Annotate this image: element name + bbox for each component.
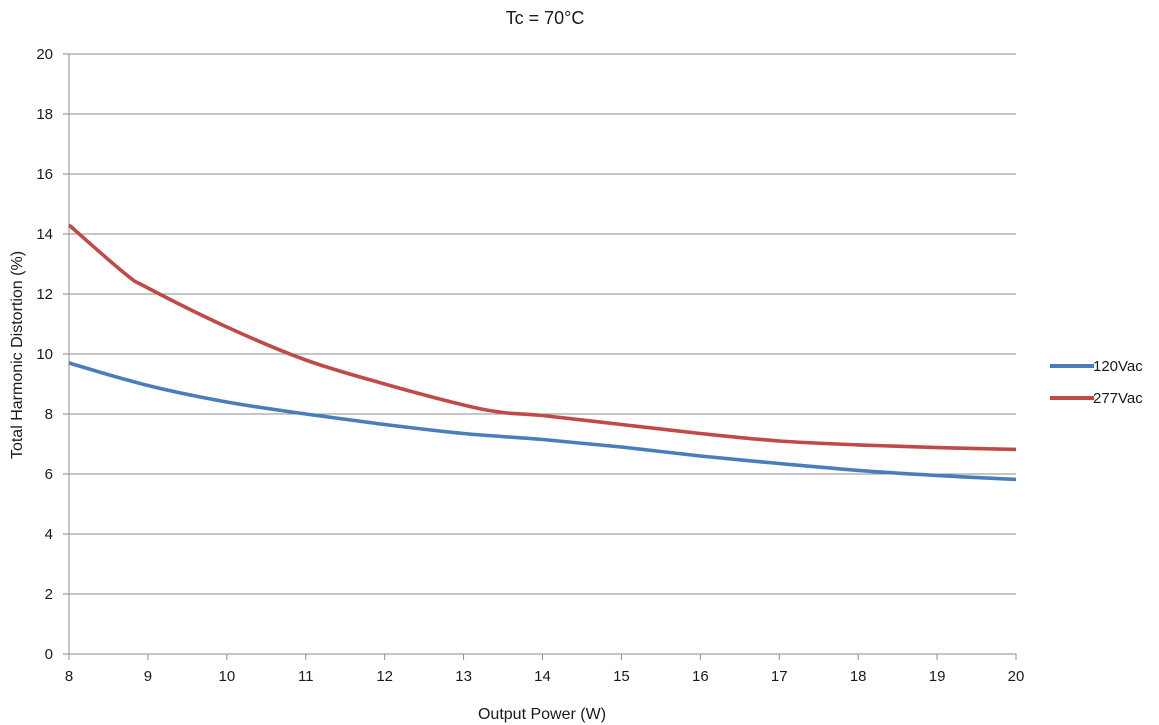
x-tick-label: 9 [144, 668, 152, 685]
y-tick-label: 8 [45, 406, 53, 423]
legend-label-120vac: 120Vac [1093, 358, 1143, 375]
x-tick-label: 17 [771, 668, 788, 685]
series-line-120vac [68, 361, 1017, 482]
y-tick-label: 16 [36, 166, 53, 183]
x-tick-label: 14 [534, 668, 551, 685]
legend-label-277vac: 277Vac [1093, 390, 1143, 407]
x-tick-label: 13 [455, 668, 472, 685]
x-tick-label: 20 [1008, 668, 1025, 685]
y-tick-label: 6 [45, 466, 53, 483]
series-line-277vac [67, 223, 1017, 452]
x-tick-label: 19 [929, 668, 946, 685]
x-tick-label: 10 [218, 668, 235, 685]
x-tick-label: 18 [850, 668, 867, 685]
series-lines [67, 223, 1017, 482]
x-axis-title: Output Power (W) [478, 706, 606, 723]
y-tick-label: 10 [36, 346, 53, 363]
x-tick-label: 11 [298, 668, 314, 685]
tick-labels: 0 2 4 6 8 10 12 14 16 18 20 8 9 10 11 12 13 14 15 16 17 18 19 2… [36, 46, 1024, 685]
y-axis-title: Total Harmonic Distortion (%) [9, 251, 26, 459]
y-tick-label: 18 [36, 106, 53, 123]
axes [63, 53, 1017, 660]
y-tick-label: 2 [45, 586, 53, 603]
y-tick-label: 4 [45, 526, 53, 543]
y-tick-label: 0 [45, 646, 53, 663]
legend: 120Vac 277Vac [1050, 358, 1143, 407]
x-tick-label: 15 [613, 668, 630, 685]
x-tick-label: 12 [376, 668, 393, 685]
y-tick-label: 20 [36, 46, 53, 63]
y-tick-label: 14 [36, 226, 53, 243]
chart-title: Tc = 70°C [506, 8, 585, 28]
y-tick-label: 12 [36, 286, 53, 303]
x-tick-label: 16 [692, 668, 709, 685]
x-tick-label: 8 [65, 668, 73, 685]
gridlines [69, 53, 1016, 595]
